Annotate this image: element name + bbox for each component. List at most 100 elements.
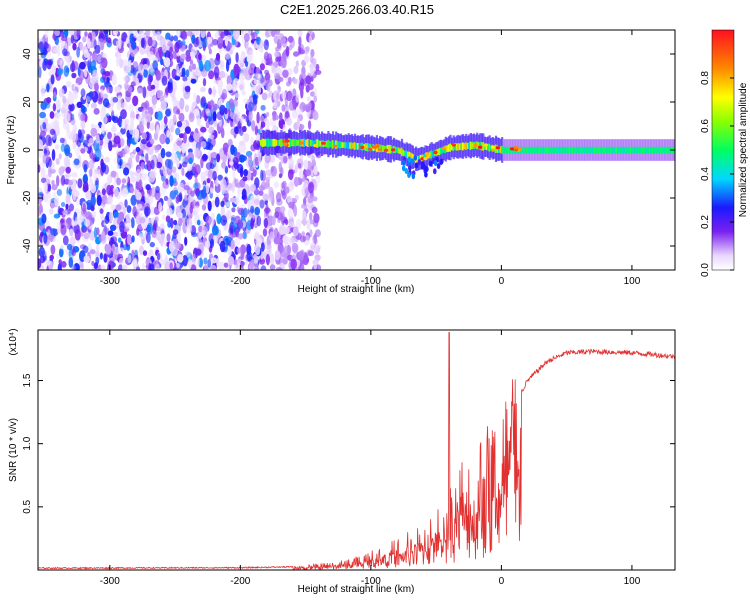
spectrogram-signal-core — [592, 146, 595, 154]
spectrogram-noise-cell — [198, 231, 203, 239]
spectrogram-noise-cell — [175, 70, 182, 77]
spectrogram-noise-cell — [100, 88, 104, 98]
spectrogram-noise-cell — [59, 247, 64, 258]
spectrogram-noise-cell — [269, 264, 276, 270]
spectrogram-noise-cell — [88, 159, 94, 170]
spectrogram-noise-cell — [52, 67, 56, 75]
spectrogram-noise-cell — [176, 211, 183, 219]
spectrogram-signal-core — [328, 140, 331, 148]
spectrogram-noise-cell — [124, 199, 128, 208]
spectrogram-noise-cell — [281, 104, 286, 112]
spectrogram-noise-cell — [134, 128, 140, 139]
spectrogram-noise-cell — [309, 55, 314, 64]
spectrogram-hot-spot — [360, 145, 365, 149]
spectrogram-noise-cell — [299, 124, 305, 130]
spectrogram-noise-cell — [129, 175, 137, 183]
spectrogram-noise-cell — [178, 217, 183, 227]
spectrogram-noise-cell — [100, 212, 105, 221]
spectrogram-noise-cell — [235, 52, 239, 63]
spectrogram-noise-cell — [151, 94, 158, 106]
spectrogram-noise-cell — [189, 204, 193, 214]
spectrogram-dip-cell — [407, 172, 411, 178]
spectrogram-noise-cell — [220, 200, 225, 208]
spectrogram-noise-cell — [54, 30, 60, 37]
spectrogram-noise-cell — [56, 175, 60, 187]
spectrogram-noise-cell — [142, 86, 147, 99]
spectrogram-noise-cell — [113, 135, 121, 145]
spectrogram-hot-spot — [433, 150, 438, 155]
spectrogram-signal-core — [595, 146, 598, 154]
spectrogram-noise-cell — [51, 184, 58, 191]
spectrogram-noise-cell — [121, 264, 128, 270]
spectrogram-noise-cell — [227, 138, 233, 147]
spectrogram-noise-cell — [119, 257, 125, 266]
spectrogram-signal-core — [609, 146, 612, 154]
spectrogram-noise-cell — [122, 32, 127, 42]
spectrogram-noise-cell — [87, 243, 92, 249]
snr-x-label: Height of straight line (km) — [298, 584, 415, 595]
spectrogram-signal-core — [310, 139, 313, 147]
spectrogram-noise-cell — [53, 47, 61, 54]
spectrogram-noise-cell — [207, 36, 213, 45]
spectrogram-signal-core — [369, 144, 372, 151]
spectrogram-signal-core — [316, 139, 319, 148]
spectrogram-noise-cell — [287, 168, 294, 181]
spectrogram-noise-cell — [182, 76, 188, 82]
spectrogram-dip-cell — [411, 173, 416, 180]
spectrogram-dip-cell — [421, 163, 426, 170]
spectrogram-noise-cell — [268, 191, 274, 201]
spectrogram-noise-cell — [253, 79, 259, 85]
spectrogram-noise-cell — [123, 64, 128, 74]
spectrogram-signal-core — [347, 141, 350, 150]
spectrogram-signal-core — [568, 146, 571, 154]
spectrogram-noise-cell — [42, 122, 47, 130]
spectrogram-noise-cell — [129, 126, 136, 135]
spectrogram-noise-cell — [212, 85, 216, 98]
spectrogram-signal-core — [485, 144, 488, 150]
spectrogram-signal-core — [266, 138, 269, 147]
spectrogram-noise-cell — [211, 199, 215, 208]
spectrogram-noise-cell — [55, 144, 60, 150]
spectrogram-noise-cell — [110, 204, 116, 211]
spectrogram-signal-core — [277, 139, 280, 146]
spectrogram-noise-cell — [214, 196, 220, 208]
spectrogram-noise-cell — [221, 88, 228, 99]
spectrogram-noise-cell — [57, 68, 63, 76]
spectrogram-noise-cell — [38, 66, 42, 79]
spectrogram-noise-cell — [129, 171, 135, 177]
spectrogram-noise-cell — [172, 233, 177, 240]
spectrogram-noise-cell — [181, 67, 186, 77]
spectrogram-x-tick-label: 0 — [499, 276, 505, 287]
spectrogram-noise-cell — [130, 153, 135, 159]
spectrogram-signal-core — [349, 142, 352, 149]
spectrogram-noise-cell — [279, 112, 283, 121]
spectrogram-noise-cell — [208, 134, 215, 140]
spectrogram-noise-cell — [242, 132, 249, 143]
spectrogram-signal-core — [377, 145, 380, 152]
spectrogram-noise-cell — [276, 212, 284, 221]
spectrogram-x-tick-label: -300 — [100, 276, 120, 287]
spectrogram-noise-cell — [65, 172, 72, 178]
spectrogram-signal-core — [607, 146, 610, 154]
spectrogram-signal-core — [660, 146, 664, 154]
spectrogram-noise-cell — [185, 54, 192, 62]
spectrogram-noise-cell — [95, 256, 100, 265]
spectrogram-noise-cell — [259, 115, 265, 122]
spectrogram-signal-core — [311, 140, 314, 147]
spectrogram-noise-cell — [259, 39, 264, 49]
spectrogram-noise-cell — [142, 250, 148, 256]
spectrogram-noise-cell — [166, 130, 171, 138]
spectrogram-noise-cell — [102, 115, 108, 125]
spectrogram-noise-cell — [200, 86, 206, 93]
spectrogram-noise-cell — [118, 58, 124, 69]
spectrogram-dip-cell — [408, 165, 412, 171]
spectrogram-signal-core — [275, 139, 278, 146]
spectrogram-noise-cell — [69, 228, 74, 237]
spectrogram-noise-cell — [57, 227, 62, 234]
spectrogram-noise-cell — [191, 68, 196, 80]
spectrogram-noise-cell — [141, 262, 145, 270]
spectrogram-signal-core — [554, 146, 557, 154]
spectrogram-signal-core — [637, 146, 640, 154]
spectrogram-signal-core — [383, 146, 386, 152]
spectrogram-noise-cell — [192, 92, 198, 102]
